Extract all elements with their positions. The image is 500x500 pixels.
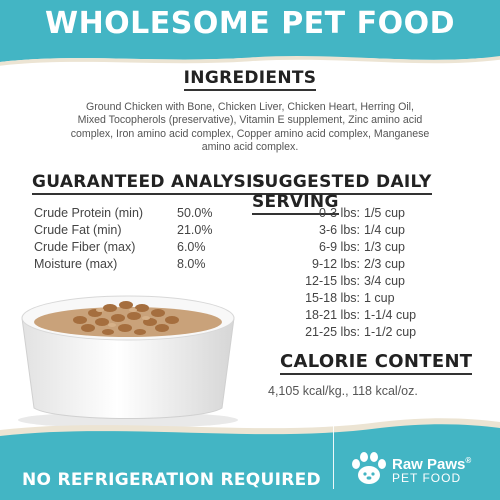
ingredients-line: amino acid complex. (201, 141, 299, 154)
paw-logo-icon (352, 452, 386, 484)
serving-amount: 1 cup (364, 291, 395, 305)
serving-weight: 9-12 lbs: (312, 257, 360, 271)
serving-weight: 0-3 lbs: (319, 206, 360, 220)
header-banner: WHOLESOME PET FOOD (0, 0, 500, 58)
registered-mark: ® (465, 456, 472, 465)
ingredients-heading: INGREDIENTS (0, 68, 500, 91)
analysis-label: Crude Protein (min) (34, 206, 144, 220)
serving-weight: 15-18 lbs: (305, 291, 360, 305)
serving-weight: 3-6 lbs: (319, 223, 360, 237)
analysis-value: 8.0% (177, 257, 206, 271)
serving-amount: 2/3 cup (364, 257, 406, 271)
analysis-value: 6.0% (177, 240, 206, 254)
header-wave (0, 50, 500, 66)
serving-weight: 12-15 lbs: (305, 274, 360, 288)
analysis-value: 21.0% (177, 223, 213, 237)
food-bowl-image (18, 295, 238, 428)
footer-divider (333, 423, 334, 489)
analysis-value: 50.0% (177, 206, 213, 220)
serving-amount: 1/3 cup (364, 240, 406, 254)
analysis-label: Crude Fat (min) (34, 223, 122, 237)
serving-amount: 1/5 cup (364, 206, 406, 220)
analysis-row: Crude Protein (min) (34, 206, 143, 220)
analysis-row: Crude Fiber (max) (34, 240, 135, 254)
ingredients-text: Ground Chicken with Bone, Chicken Liver,… (50, 101, 450, 155)
serving-amount: 3/4 cup (364, 274, 406, 288)
ingredients-line: Ground Chicken with Bone, Chicken Liver,… (86, 101, 414, 113)
analysis-label: Moisture (max) (34, 257, 118, 271)
analysis-heading: GUARANTEED ANALYSIS (32, 172, 266, 195)
serving-amount: 1-1/2 cup (364, 325, 417, 339)
calorie-text: 4,105 kcal/kg., 118 kcal/oz. (268, 384, 418, 398)
serving-weight: 21-25 lbs: (305, 325, 360, 339)
brand-name: Raw Paws® (392, 456, 471, 473)
no-refrigeration-text: NO REFRIGERATION REQUIRED (22, 470, 321, 490)
analysis-row: Crude Fat (min) (34, 223, 122, 237)
serving-heading: SUGGESTED DAILY SERVING (252, 172, 500, 215)
brand-name-text: Raw Paws (392, 456, 466, 473)
brand-subtitle: PET FOOD (392, 471, 462, 485)
analysis-label: Crude Fiber (max) (34, 240, 136, 254)
ingredients-line: Mixed Tocopherols (preservative), Vitami… (77, 114, 423, 127)
serving-amount: 1/4 cup (364, 223, 406, 237)
serving-weight: 6-9 lbs: (319, 240, 360, 254)
ingredients-line: complex, Iron amino acid complex, Copper… (70, 127, 430, 140)
analysis-row: Moisture (max) (34, 257, 117, 271)
calorie-heading: CALORIE CONTENT (0, 351, 500, 375)
page-title: WHOLESOME PET FOOD (44, 6, 455, 41)
serving-weight: 18-21 lbs: (305, 308, 360, 322)
serving-amount: 1-1/4 cup (364, 308, 417, 322)
